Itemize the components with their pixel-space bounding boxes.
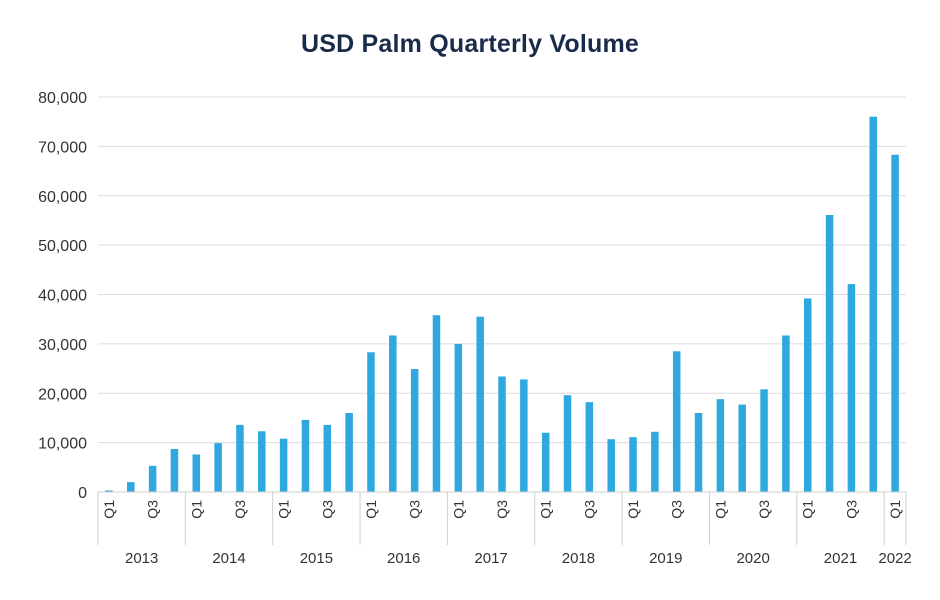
- bar: [367, 352, 375, 492]
- x-tick-label: Q1: [363, 500, 379, 519]
- x-tick-label: Q1: [450, 500, 466, 519]
- bar: [345, 413, 353, 492]
- bar: [869, 116, 877, 492]
- x-tick-label: Q1: [276, 500, 292, 519]
- bar: [803, 298, 812, 492]
- bar: [585, 402, 594, 492]
- bar: [279, 438, 288, 492]
- y-tick-label: 30,000: [38, 337, 87, 354]
- chart-title: USD Palm Quarterly Volume: [301, 30, 639, 58]
- bar: [432, 315, 441, 492]
- year-label: 2020: [736, 550, 769, 567]
- year-label: 2016: [387, 550, 420, 567]
- y-tick-label: 0: [78, 485, 87, 502]
- bar: [301, 419, 310, 492]
- bar: [520, 379, 528, 492]
- year-label: 2021: [824, 550, 857, 567]
- bar: [498, 376, 506, 492]
- x-tick-label: Q3: [494, 500, 510, 519]
- x-tick-label: Q3: [407, 500, 423, 519]
- bar: [410, 369, 419, 492]
- year-label: 2022: [878, 550, 911, 567]
- bar: [258, 431, 266, 492]
- bar: [105, 490, 113, 492]
- bar: [148, 465, 157, 492]
- bars: [105, 116, 899, 493]
- bar: [891, 154, 899, 493]
- y-tick-label: 60,000: [38, 189, 87, 206]
- x-tick-label: Q1: [800, 500, 816, 519]
- year-label: 2018: [562, 550, 595, 567]
- bar: [847, 284, 856, 492]
- x-tick-label: Q1: [887, 500, 903, 519]
- bar: [738, 404, 746, 492]
- bar: [541, 432, 550, 492]
- year-label: 2013: [125, 550, 158, 567]
- bar: [236, 424, 244, 492]
- x-tick-label: Q3: [145, 500, 161, 519]
- bar: [651, 431, 659, 492]
- bar: [782, 335, 790, 492]
- bar: [607, 439, 615, 492]
- bar: [476, 316, 484, 492]
- bar: [825, 215, 834, 492]
- x-tick-label: Q3: [843, 500, 859, 519]
- y-tick-label: 70,000: [38, 139, 87, 156]
- bar: [170, 449, 179, 492]
- bar: [563, 395, 572, 492]
- x-tick-label: Q1: [538, 500, 554, 519]
- y-tick-label: 10,000: [38, 436, 87, 453]
- year-label: 2014: [212, 550, 245, 567]
- bar: [760, 389, 768, 492]
- x-tick-label: Q1: [188, 500, 204, 519]
- x-tick-label: Q1: [625, 500, 641, 519]
- bar: [192, 454, 201, 492]
- x-tick-label: Q1: [101, 500, 117, 519]
- bar: [127, 482, 135, 492]
- y-tick-label: 80,000: [38, 90, 87, 107]
- bar: [454, 343, 463, 492]
- y-tick-label: 50,000: [38, 238, 87, 255]
- bar: [214, 443, 222, 492]
- x-axis: Q1 Q3 Q1 Q3 Q1 Q3 Q1 Q3 Q1 Q3 Q1 Q3 Q1 Q3 Q1 Q3 Q1 Q3 Q1 20…: [97, 491, 912, 567]
- x-tick-label: Q3: [669, 500, 685, 519]
- bar: [716, 399, 725, 492]
- x-tick-label: Q3: [756, 500, 772, 519]
- y-tick-label: 20,000: [38, 386, 87, 403]
- year-label: 2015: [300, 550, 333, 567]
- x-tick-label: Q3: [319, 500, 335, 519]
- x-tick-label: Q3: [581, 500, 597, 519]
- y-tick-label: 40,000: [38, 288, 87, 305]
- year-label: 2019: [649, 550, 682, 567]
- bar: [672, 351, 681, 492]
- y-axis-ticks: 0 10,000 20,000 30,000 40,000 50,000 60,000 70,…: [38, 90, 87, 502]
- x-tick-label: Q3: [232, 500, 248, 519]
- bar: [389, 335, 397, 492]
- bar: [323, 424, 332, 492]
- x-tick-label: Q1: [712, 500, 728, 519]
- year-label: 2017: [474, 550, 507, 567]
- bar: [629, 437, 637, 492]
- bar: [694, 413, 703, 492]
